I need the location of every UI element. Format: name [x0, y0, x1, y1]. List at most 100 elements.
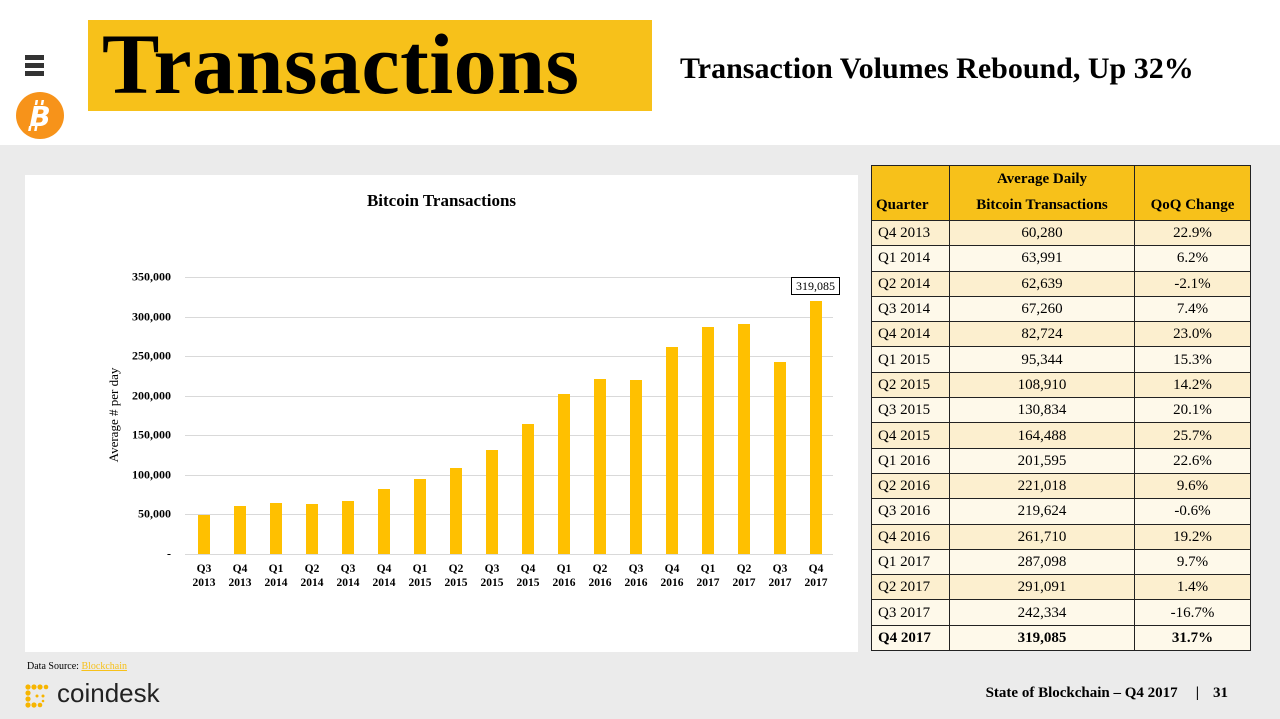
cell-avg-daily-transactions: 67,260 — [949, 296, 1135, 323]
table-row: Q1 2015 95,344 15.3% — [871, 346, 1251, 373]
cell-qoq-change: 22.6% — [1134, 448, 1251, 474]
x-tick-year: 2017 — [804, 577, 828, 589]
cell-avg-daily-transactions: 201,595 — [949, 448, 1135, 474]
page-number: 31 — [1213, 685, 1228, 701]
bar — [378, 488, 390, 554]
table-row: Q4 2017 319,085 31.7% — [871, 625, 1251, 652]
page-title-box: Transactions — [88, 16, 652, 112]
x-tick-quarter: Q3 — [196, 563, 212, 575]
header-label: QoQ Change — [1150, 197, 1235, 213]
page-subtitle: Transaction Volumes Rebound, Up 32% — [680, 52, 1194, 85]
x-tick-label: Q2 2016 — [580, 562, 620, 590]
bar — [594, 379, 606, 554]
table-row: Q4 2014 82,724 23.0% — [871, 321, 1251, 348]
bar — [738, 323, 750, 554]
x-tick-year: 2014 — [372, 577, 396, 589]
data-source: Data Source: Blockchain — [27, 661, 127, 672]
x-tick-year: 2017 — [732, 577, 756, 589]
bar — [450, 467, 462, 554]
x-tick-quarter: Q4 — [520, 563, 536, 575]
bar — [342, 500, 354, 554]
x-tick-label: Q2 2014 — [292, 562, 332, 590]
bar — [306, 504, 318, 554]
x-tick-year: 2015 — [516, 577, 540, 589]
cell-quarter: Q4 2014 — [871, 321, 950, 348]
table-row: Q2 2016 221,018 9.6% — [871, 473, 1251, 500]
cell-avg-daily-transactions: 95,344 — [949, 346, 1135, 373]
data-label-callout: 319,085 — [791, 277, 840, 296]
cell-qoq-change: 6.2% — [1134, 245, 1251, 272]
x-tick-year: 2015 — [444, 577, 468, 589]
cell-qoq-change: 14.2% — [1134, 372, 1251, 399]
cell-quarter: Q3 2016 — [871, 498, 950, 525]
x-tick-label: Q3 2015 — [472, 562, 512, 590]
y-tick-label: 300,000 — [132, 309, 171, 324]
cell-quarter: Q1 2014 — [871, 245, 950, 272]
svg-text:B: B — [29, 100, 50, 133]
bar — [702, 326, 714, 554]
y-tick-label: 50,000 — [138, 506, 171, 521]
x-tick-quarter: Q4 — [808, 563, 824, 575]
bar — [414, 478, 426, 554]
y-tick-label: 350,000 — [132, 269, 171, 284]
x-tick-label: Q3 2014 — [328, 562, 368, 590]
slide-header: B Transactions Transaction Volumes Rebou… — [0, 0, 1280, 145]
cell-avg-daily-transactions: 242,334 — [949, 599, 1135, 626]
table-row: Q2 2017 291,091 1.4% — [871, 574, 1251, 601]
cell-qoq-change: 20.1% — [1134, 397, 1251, 424]
x-tick-quarter: Q3 — [340, 563, 356, 575]
x-tick-year: 2015 — [480, 577, 504, 589]
bar — [774, 362, 786, 554]
coindesk-mark-icon — [25, 684, 49, 708]
bitcoin-icon: B — [16, 92, 64, 139]
x-tick-quarter: Q4 — [376, 563, 392, 575]
table-row: Q3 2015 130,834 20.1% — [871, 397, 1251, 424]
x-tick-quarter: Q3 — [772, 563, 788, 575]
cell-avg-daily-transactions: 62,639 — [949, 271, 1135, 297]
cell-avg-daily-transactions: 60,280 — [949, 220, 1135, 247]
x-tick-year: 2015 — [408, 577, 432, 589]
report-name: State of Blockchain – Q4 2017 — [985, 685, 1178, 701]
x-tick-quarter: Q1 — [556, 563, 572, 575]
x-tick-year: 2016 — [660, 577, 684, 589]
cell-quarter: Q2 2014 — [871, 271, 950, 297]
cell-qoq-change: 15.3% — [1134, 346, 1251, 373]
data-source-link[interactable]: Blockchain — [81, 661, 127, 672]
cell-qoq-change: 1.4% — [1134, 574, 1251, 601]
x-tick-year: 2017 — [768, 577, 792, 589]
x-tick-label: Q1 2016 — [544, 562, 584, 590]
table-row: Q3 2017 242,334 -16.7% — [871, 599, 1251, 626]
cell-avg-daily-transactions: 291,091 — [949, 574, 1135, 601]
table-row: Q1 2014 63,991 6.2% — [871, 245, 1251, 272]
cell-quarter: Q4 2016 — [871, 524, 950, 550]
x-tick-quarter: Q4 — [664, 563, 680, 575]
bar — [810, 301, 822, 554]
bar — [198, 515, 210, 554]
y-tick-label: 200,000 — [132, 388, 171, 403]
header-qoq-change: QoQ Change — [1134, 165, 1251, 221]
x-tick-label: Q1 2017 — [688, 562, 728, 590]
gridline — [185, 316, 833, 318]
cell-qoq-change: 23.0% — [1134, 321, 1251, 348]
x-tick-quarter: Q4 — [232, 563, 248, 575]
x-tick-label: Q4 2016 — [652, 562, 692, 590]
x-tick-year: 2014 — [264, 577, 288, 589]
cell-avg-daily-transactions: 287,098 — [949, 549, 1135, 576]
cell-avg-daily-transactions: 164,488 — [949, 422, 1135, 449]
cell-qoq-change: -0.6% — [1134, 498, 1251, 525]
footer-report: State of Blockchain – Q4 2017 | 31 — [986, 685, 1228, 702]
table-row: Q4 2015 164,488 25.7% — [871, 422, 1251, 449]
bar — [270, 503, 282, 554]
table-row: Q2 2014 62,639 -2.1% — [871, 271, 1251, 297]
x-tick-label: Q4 2013 — [220, 562, 260, 590]
y-tick-label: 150,000 — [132, 427, 171, 442]
bar — [558, 394, 570, 554]
x-tick-year: 2014 — [300, 577, 324, 589]
transactions-table: Quarter Average Daily Bitcoin Transaction… — [871, 165, 1251, 652]
x-tick-year: 2013 — [228, 577, 252, 589]
cell-quarter: Q3 2015 — [871, 397, 950, 424]
x-tick-quarter: Q3 — [484, 563, 500, 575]
gridline — [185, 514, 833, 516]
hamburger-icon[interactable] — [25, 55, 44, 80]
cell-avg-daily-transactions: 130,834 — [949, 397, 1135, 424]
